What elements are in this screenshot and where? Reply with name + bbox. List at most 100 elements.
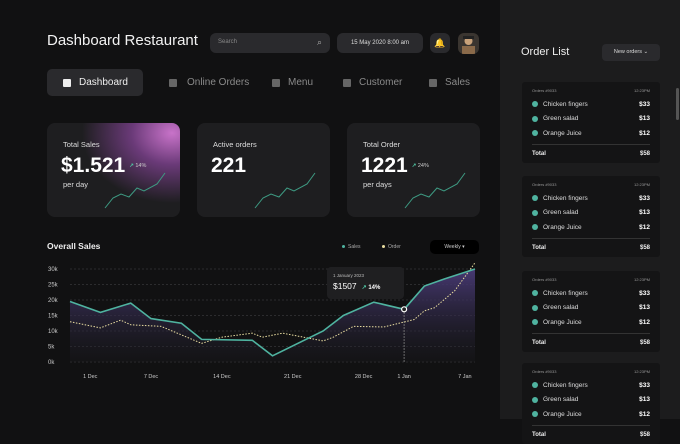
- item-name: Orange Juice: [543, 223, 582, 231]
- order-card[interactable]: Orders #9033 12:23PM Chicken fingers $33 Gre…: [522, 363, 660, 444]
- sales-line: [69, 268, 476, 357]
- period-dropdown[interactable]: Weekly ▾: [430, 240, 479, 254]
- chart-tooltip: 1 January 2023 $1507 ↗ 14%: [327, 267, 404, 299]
- item-name: Chicken fingers: [543, 289, 588, 297]
- item-name: Orange Juice: [543, 129, 582, 137]
- legend-label: Order: [388, 244, 401, 250]
- tab-menu[interactable]: Menu: [272, 69, 313, 96]
- page-title: Dashboard Restaurant: [47, 32, 198, 49]
- order-item: Green salad $13: [532, 393, 650, 408]
- chart-title: Overall Sales: [47, 241, 101, 251]
- total-label: Total: [532, 244, 546, 251]
- total-label: Total: [532, 431, 546, 438]
- card-change: 24%: [417, 163, 429, 170]
- y-tick-label: 20k: [48, 298, 59, 304]
- datetime-display[interactable]: 15 May 2020 8:00 am: [337, 33, 423, 53]
- sparkline: [104, 172, 166, 209]
- item-price: $33: [639, 381, 650, 389]
- tab-label: Dashboard: [79, 77, 128, 88]
- card-label: Active orders: [213, 140, 257, 149]
- check-icon: [532, 224, 538, 231]
- card-label: Total Sales: [63, 140, 100, 149]
- card-value: 221: [211, 154, 247, 177]
- search-input[interactable]: Search ⌕: [210, 33, 330, 53]
- check-icon: [532, 411, 538, 418]
- tab-label: Online Orders: [187, 77, 250, 88]
- order-item: Green salad $13: [532, 112, 650, 127]
- item-price: $13: [639, 209, 650, 217]
- item-price: $12: [639, 318, 650, 326]
- item-name: Green salad: [543, 396, 579, 404]
- order-item: Chicken fingers $33: [532, 97, 650, 112]
- x-tick-label: 21 Dec: [284, 374, 302, 380]
- total-label: Total: [532, 339, 546, 346]
- order-item: Orange Juice $12: [532, 126, 650, 141]
- x-tick-label: 14 Dec: [213, 374, 231, 380]
- order-item: Green salad $13: [532, 206, 650, 221]
- x-tick-label: 7 Dec: [144, 374, 159, 380]
- tab-label: Customer: [359, 77, 403, 88]
- tab-dashboard[interactable]: Dashboard: [47, 69, 143, 96]
- total-sales-card: Total Sales $1.521 ↗ 14% per day: [47, 123, 180, 217]
- y-tick-label: 0k: [48, 360, 55, 366]
- order-time: 12:23PM: [633, 369, 650, 374]
- item-price: $33: [639, 289, 650, 297]
- avatar[interactable]: [458, 33, 479, 54]
- order-card[interactable]: Orders #9033 12:23PM Chicken fingers $33 Gre…: [522, 82, 660, 163]
- search-icon[interactable]: ⌕: [316, 37, 322, 47]
- legend-label: Sales: [348, 244, 361, 250]
- tab-customer[interactable]: Customer: [343, 69, 402, 96]
- trend-up-icon: ↗: [411, 163, 417, 170]
- check-icon: [532, 304, 538, 311]
- y-tick-label: 25k: [48, 283, 59, 289]
- total-value: $58: [639, 431, 650, 438]
- check-icon: [532, 101, 538, 108]
- x-tick-label: 7 Jan: [458, 374, 471, 380]
- scrollbar[interactable]: [676, 88, 679, 120]
- trend-up-icon: ↗: [129, 163, 134, 170]
- item-name: Green salad: [543, 209, 579, 217]
- order-item: Chicken fingers $33: [532, 286, 650, 301]
- item-price: $13: [639, 115, 650, 123]
- hover-point[interactable]: [401, 306, 408, 313]
- order-id: Orders #9033: [532, 369, 557, 374]
- order-filter-dropdown[interactable]: New orders ⌄: [602, 44, 660, 61]
- card-sub: per day: [63, 180, 89, 189]
- total-value: $58: [639, 339, 650, 346]
- y-tick-label: 30k: [48, 267, 59, 273]
- tooltip-change: 14%: [368, 285, 381, 291]
- total-value: $58: [639, 150, 650, 157]
- period-label: Weekly: [444, 244, 461, 250]
- order-card[interactable]: Orders #9033 12:23PM Chicken fingers $33 Gre…: [522, 176, 660, 257]
- total-label: Total: [532, 150, 546, 157]
- card-value: $1.521: [61, 154, 126, 177]
- card-value: 1221: [361, 154, 408, 177]
- orders-icon: [169, 78, 177, 87]
- bell-icon[interactable]: 🔔: [430, 33, 450, 53]
- order-list-title: Order List: [521, 46, 570, 58]
- order-item: Chicken fingers $33: [532, 378, 650, 393]
- check-icon: [532, 382, 538, 389]
- y-tick-label: 15k: [48, 314, 59, 320]
- check-icon: [532, 115, 538, 122]
- legend-order: Order: [382, 244, 401, 250]
- tab-sales[interactable]: Sales: [429, 69, 470, 96]
- tab-online-orders[interactable]: Online Orders: [169, 69, 249, 96]
- order-card[interactable]: Orders #9033 12:23PM Chicken fingers $33 Gre…: [522, 271, 660, 352]
- total-order-card: Total Order 1221 ↗ 24% per days: [347, 123, 480, 217]
- trend-up-icon: ↗: [361, 285, 367, 291]
- check-icon: [532, 290, 538, 297]
- item-price: $12: [639, 410, 650, 418]
- order-line: [69, 262, 476, 344]
- card-sub: per days: [363, 180, 392, 189]
- order-time: 12:23PM: [633, 277, 650, 282]
- item-name: Chicken fingers: [543, 100, 588, 108]
- tooltip-date: 1 January 2023: [333, 273, 365, 278]
- tab-label: Sales: [445, 77, 471, 88]
- x-tick-label: 1 Jan: [397, 374, 410, 380]
- order-item: Orange Juice $12: [532, 220, 650, 235]
- sales-area: [70, 269, 475, 362]
- item-price: $12: [639, 129, 650, 137]
- bar-chart-icon: [429, 78, 437, 87]
- users-icon: [343, 78, 351, 87]
